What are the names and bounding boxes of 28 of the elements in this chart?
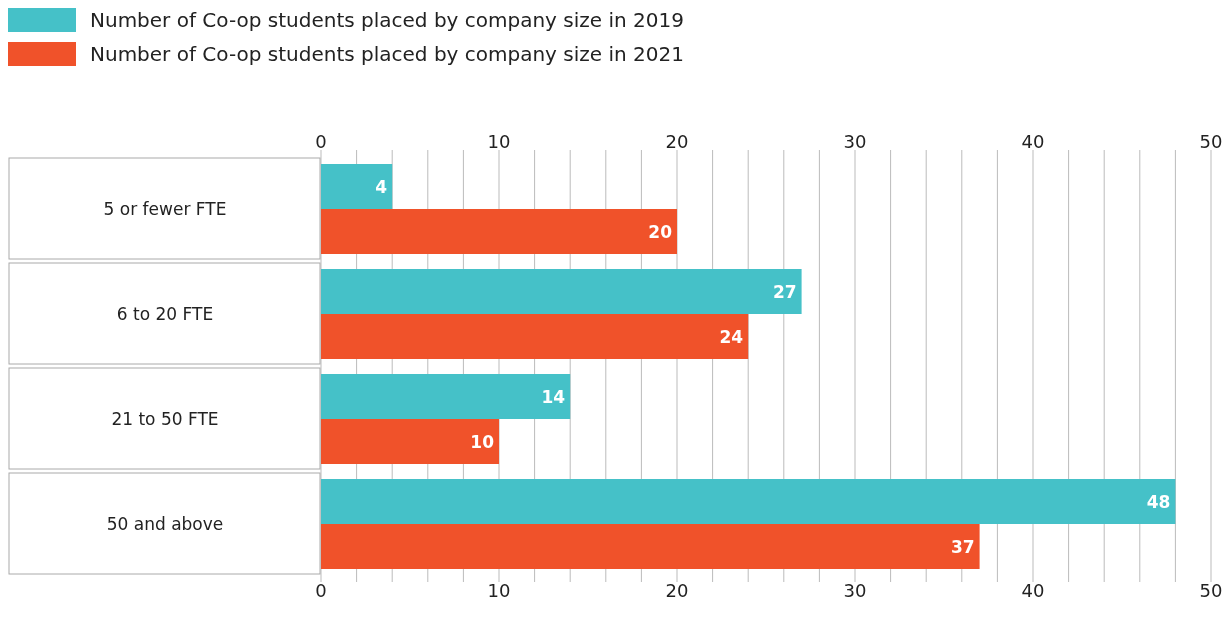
x2-tick-label: 30 <box>843 131 867 152</box>
x2-tick-label: 40 <box>1021 131 1045 152</box>
data-label: 37 <box>950 536 975 557</box>
data-label: 4 <box>375 176 388 197</box>
x-tick-label: 50 <box>1199 579 1223 601</box>
y-tick-label: 50 and above <box>106 513 224 534</box>
x-tick-label: 20 <box>665 579 689 601</box>
legend-label: Number of Co-op students placed by company size in 2019 <box>90 8 684 32</box>
data-label: 10 <box>470 431 495 452</box>
x2-tick-label: 10 <box>487 131 511 152</box>
x2-tick-label: 50 <box>1199 131 1223 152</box>
bar <box>321 164 393 209</box>
legend-label: Number of Co-op students placed by company size in 2021 <box>90 42 684 66</box>
x2-tick-label: 0 <box>315 131 327 152</box>
data-label: 24 <box>719 326 744 347</box>
y-tick-label: 21 to 50 FTE <box>111 408 219 429</box>
y-tick-label: 6 to 20 FTE <box>116 303 214 324</box>
bar <box>321 419 499 464</box>
x-tick-label: 10 <box>487 579 511 601</box>
data-label: 48 <box>1146 491 1171 512</box>
data-label: 14 <box>541 386 566 407</box>
x2-tick-label: 20 <box>665 131 689 152</box>
x-tick-label: 30 <box>843 579 867 601</box>
x-tick-label: 0 <box>315 579 327 601</box>
data-label: 20 <box>648 221 673 242</box>
y-tick-label: 5 or fewer FTE <box>103 198 227 219</box>
x-tick-label: 40 <box>1021 579 1045 601</box>
data-label: 27 <box>772 281 797 302</box>
